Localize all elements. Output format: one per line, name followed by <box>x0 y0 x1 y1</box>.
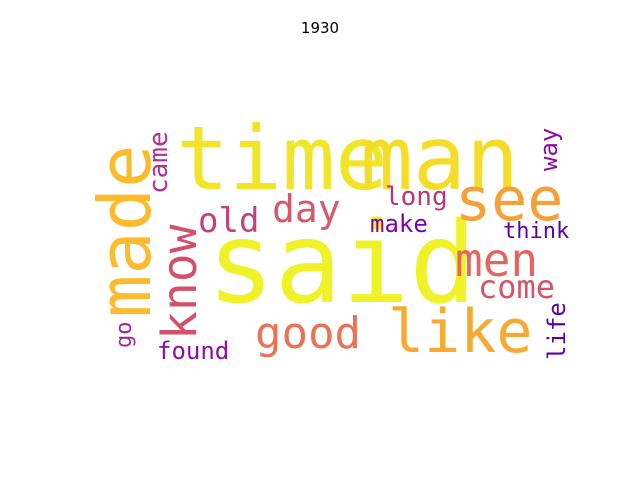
cloud-word-make: make <box>370 210 428 238</box>
cloud-word-man: man <box>360 107 519 210</box>
cloud-word-come: come <box>478 268 555 306</box>
cloud-word-see: see <box>455 165 563 235</box>
cloud-word-came: came <box>144 131 174 194</box>
cloud-word-think: think <box>503 219 569 244</box>
cloud-word-old: old <box>198 201 259 241</box>
cloud-word-said: said <box>207 199 477 329</box>
cloud-word-long: long <box>385 182 448 212</box>
cloud-word-men: men <box>455 233 538 287</box>
cloud-word-life: life <box>543 302 571 360</box>
cloud-word-know: know <box>152 224 208 340</box>
cloud-word-time: time <box>176 107 388 210</box>
cloud-word-day: day <box>272 187 341 231</box>
cloud-word-go: go <box>112 322 137 349</box>
cloud-word-found: found <box>157 337 229 365</box>
chart-title: 1930 <box>300 19 340 37</box>
cloud-word-like: like <box>388 297 533 367</box>
cloud-word-good: good <box>255 308 361 359</box>
cloud-word-way: way <box>535 128 563 171</box>
cloud-word-made: made <box>83 145 167 318</box>
